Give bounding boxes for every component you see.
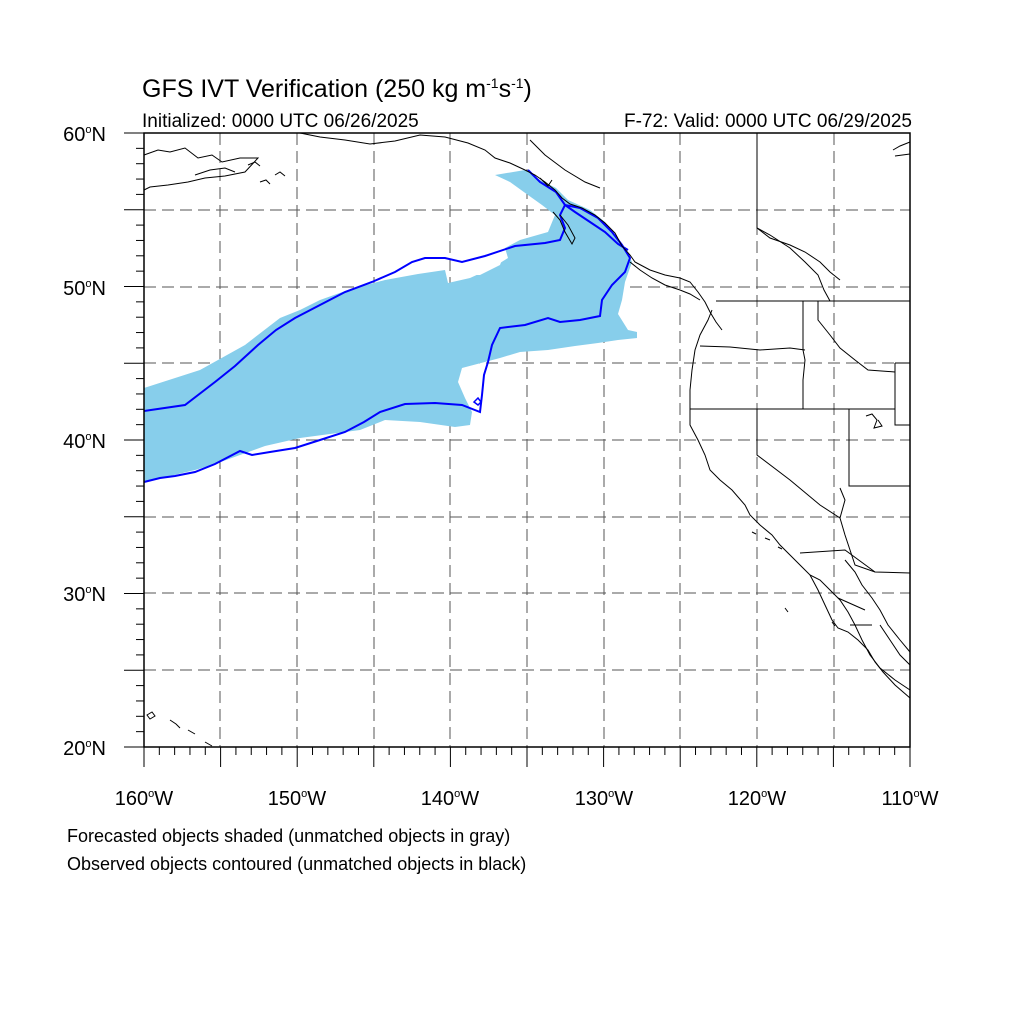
bc-alberta-border (756, 133, 831, 302)
montana-idaho-border (817, 301, 896, 373)
canada-interior-coast (756, 227, 841, 281)
utah-border (848, 409, 910, 487)
lon-label-120: 120oW (727, 788, 787, 810)
political-boundaries (529, 133, 911, 626)
us-mexico-border (799, 549, 876, 573)
alaska-coast (143, 147, 260, 191)
observed-ivt-contour-small (472, 396, 482, 406)
lon-label-130: 130oW (574, 788, 634, 810)
lon-label-110: 110oW (881, 788, 939, 810)
coastlines (143, 132, 911, 747)
observed-coastal-contour (527, 169, 629, 251)
northern-canada-coast (892, 141, 911, 157)
legend-note-forecast: Forecasted objects shaded (unmatched obj… (67, 826, 511, 846)
small-islands (784, 607, 836, 627)
lat-label-60: 60oN (63, 124, 106, 146)
nevada-border (756, 409, 841, 519)
arizona-border (839, 487, 911, 574)
idaho-border (802, 301, 806, 409)
baja-peninsula (809, 574, 911, 699)
bc-alaska-border (529, 139, 601, 189)
valid-time: F-72: Valid: 0000 UTC 06/29/2025 (624, 111, 912, 132)
axis-ticks (124, 132, 911, 767)
lat-label-50: 50oN (63, 278, 106, 300)
forecast-ivt-object (144, 170, 637, 482)
mainland-mexico-coast (879, 624, 911, 666)
great-salt-lake (865, 413, 883, 429)
channel-islands (751, 531, 783, 550)
alaska-islands (247, 161, 286, 185)
vancouver-island (629, 261, 701, 301)
mexico-state-borders (837, 597, 872, 626)
alaska-inlet (194, 167, 236, 176)
gulf-of-california (844, 559, 911, 653)
lon-label-140: 140oW (420, 788, 480, 810)
chart-title: GFS IVT Verification (250 kg m-1s-1) (142, 75, 532, 103)
bc-islands (539, 177, 576, 246)
lon-label-160: 160oW (114, 788, 174, 810)
observed-ivt-contour (143, 203, 632, 483)
legend-note-observed: Observed objects contoured (unmatched ob… (67, 854, 527, 874)
bc-coast (524, 169, 723, 331)
initialized-time: Initialized: 0000 UTC 06/26/2025 (142, 111, 419, 132)
lat-label-20: 20oN (63, 738, 106, 760)
lat-label-40: 40oN (63, 431, 106, 453)
gulf-of-alaska-coast (299, 132, 526, 171)
forecast-ivt-notch (452, 252, 505, 275)
hawaii-islands (146, 711, 213, 747)
wyoming-border (894, 362, 910, 426)
lat-label-30: 30oN (63, 584, 106, 606)
us-west-coast (689, 309, 911, 691)
lon-label-150: 150oW (267, 788, 327, 810)
washington-oregon-border (699, 345, 806, 351)
